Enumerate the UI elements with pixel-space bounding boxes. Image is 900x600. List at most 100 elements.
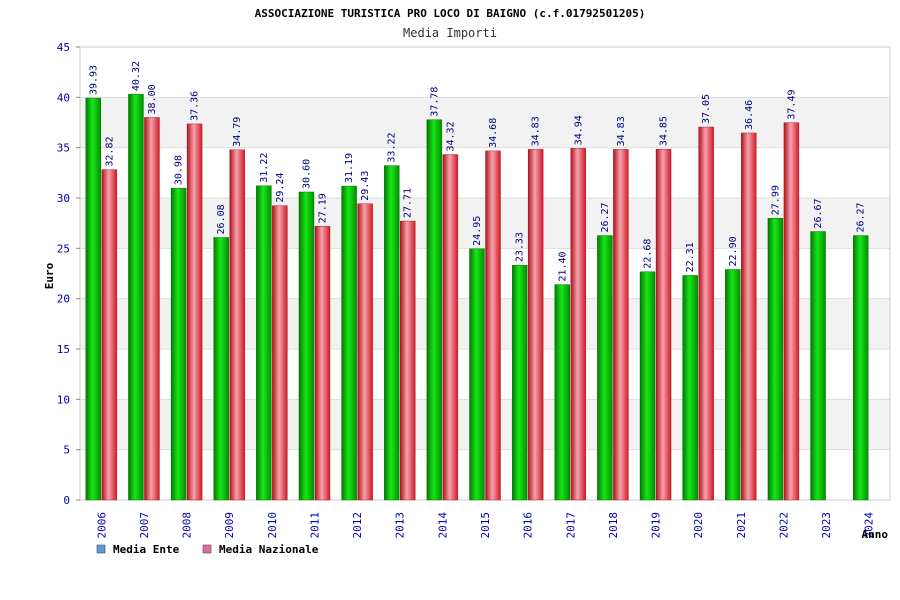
bar-media-ente-2011 bbox=[298, 191, 315, 501]
bars-layer bbox=[85, 93, 869, 501]
bar-media-nazionale-2009 bbox=[229, 149, 245, 501]
bar-media-ente-2018 bbox=[597, 235, 613, 501]
bar-media-nazionale-2017 bbox=[570, 148, 586, 501]
bar-media-nazionale-2021 bbox=[741, 132, 757, 501]
legend-label-media-ente: Media Ente bbox=[113, 543, 180, 556]
value-label: 26.08 bbox=[216, 204, 227, 234]
x-tick-label-2023: 2023 bbox=[820, 512, 833, 539]
bar-media-nazionale-2015 bbox=[485, 150, 501, 501]
x-tick-label-2006: 2006 bbox=[95, 512, 108, 539]
bar-media-nazionale-2006 bbox=[101, 169, 118, 501]
bar-media-ente-2020 bbox=[682, 275, 698, 501]
bar-media-ente-2017 bbox=[554, 284, 570, 501]
value-label: 34.85 bbox=[659, 116, 670, 146]
bar-media-ente-2016 bbox=[511, 264, 528, 501]
x-tick-label-2024: 2024 bbox=[863, 512, 876, 539]
value-label: 22.68 bbox=[643, 239, 654, 269]
bar-media-ente-2006 bbox=[85, 97, 102, 501]
value-label: 26.67 bbox=[813, 198, 824, 228]
value-label: 30.98 bbox=[174, 155, 185, 185]
value-label: 27.99 bbox=[770, 185, 781, 215]
chart-title: ASSOCIAZIONE TURISTICA PRO LOCO DI BAIGN… bbox=[255, 7, 646, 20]
value-label: 21.40 bbox=[557, 251, 568, 281]
y-tick-label: 10 bbox=[57, 393, 70, 406]
value-label: 37.05 bbox=[701, 94, 712, 124]
bar-media-ente-2024 bbox=[852, 235, 869, 501]
value-label: 37.49 bbox=[786, 89, 797, 119]
y-tick-label: 25 bbox=[57, 242, 70, 255]
x-axis-label: Anno bbox=[862, 528, 889, 541]
bar-media-ente-2022 bbox=[767, 218, 784, 501]
value-label: 29.43 bbox=[360, 171, 371, 201]
x-tick-label-2013: 2013 bbox=[394, 512, 407, 539]
x-tick-label-2008: 2008 bbox=[181, 512, 194, 539]
y-tick-label: 45 bbox=[57, 41, 70, 54]
value-label: 23.33 bbox=[515, 232, 526, 262]
value-label: 24.95 bbox=[472, 216, 483, 246]
bar-media-nazionale-2007 bbox=[144, 117, 160, 501]
legend: Media Ente Media Nazionale bbox=[96, 543, 319, 556]
value-label: 37.78 bbox=[429, 87, 440, 117]
legend-swatch-media-ente bbox=[96, 544, 106, 554]
value-label: 31.22 bbox=[259, 153, 270, 183]
y-tick-label: 15 bbox=[57, 343, 70, 356]
bar-media-nazionale-2014 bbox=[442, 154, 459, 501]
bar-media-nazionale-2012 bbox=[357, 203, 373, 501]
x-tick-label-2022: 2022 bbox=[777, 512, 790, 539]
bar-media-nazionale-2011 bbox=[314, 226, 331, 501]
bar-media-ente-2008 bbox=[170, 187, 187, 501]
bar-media-ente-2013 bbox=[384, 165, 400, 501]
bar-media-nazionale-2018 bbox=[613, 149, 629, 501]
bar-media-nazionale-2013 bbox=[400, 220, 416, 501]
bar-media-ente-2019 bbox=[639, 271, 656, 501]
y-tick-label: 30 bbox=[57, 192, 70, 205]
value-label: 31.19 bbox=[344, 153, 355, 183]
bar-media-ente-2007 bbox=[128, 93, 144, 501]
bar-media-nazionale-2010 bbox=[272, 205, 288, 501]
x-tick-label-2010: 2010 bbox=[266, 512, 279, 539]
value-labels-layer: 39.93 40.32 30.98 26.08 31.22 30.60 31.19 33.22… bbox=[88, 61, 866, 282]
bar-media-ente-2014 bbox=[426, 119, 443, 501]
x-tick-label-2012: 2012 bbox=[351, 512, 364, 539]
value-label: 34.68 bbox=[488, 118, 499, 148]
y-tick-label: 35 bbox=[57, 142, 70, 155]
bar-media-nazionale-2022 bbox=[783, 122, 800, 501]
chart-subtitle: Media Importi bbox=[403, 26, 497, 40]
x-tick-label-2020: 2020 bbox=[692, 512, 705, 539]
plot-frame bbox=[79, 46, 891, 501]
x-tick-label-2019: 2019 bbox=[650, 512, 663, 539]
y-tick-label: 20 bbox=[57, 293, 70, 306]
bar-media-ente-2009 bbox=[213, 237, 229, 501]
bar-media-ente-2010 bbox=[256, 185, 272, 501]
bar-media-nazionale-2016 bbox=[527, 149, 544, 501]
value-label: 34.83 bbox=[531, 116, 542, 146]
value-label: 29.24 bbox=[275, 173, 286, 203]
value-label: 26.27 bbox=[856, 202, 867, 232]
y-axis-ticks: 0 5 10 15 20 25 30 35 40 45 bbox=[57, 41, 80, 507]
legend-swatch-media-nazionale bbox=[202, 544, 212, 554]
bar-media-nazionale-2020 bbox=[698, 126, 714, 501]
x-tick-label-2009: 2009 bbox=[223, 512, 236, 539]
value-label: 32.82 bbox=[104, 137, 115, 167]
value-label: 39.93 bbox=[88, 65, 99, 95]
bar-media-ente-2023 bbox=[810, 231, 826, 501]
bar-media-ente-2021 bbox=[725, 269, 741, 501]
value-label: 34.94 bbox=[573, 115, 584, 145]
x-tick-label-2015: 2015 bbox=[479, 512, 492, 539]
value-label: 22.90 bbox=[728, 236, 739, 266]
x-tick-label-2011: 2011 bbox=[308, 512, 321, 539]
value-label: 36.46 bbox=[744, 100, 755, 130]
value-label: 34.79 bbox=[232, 117, 243, 147]
value-label: 40.32 bbox=[131, 61, 142, 91]
value-label: 33.22 bbox=[387, 132, 398, 162]
y-tick-label: 5 bbox=[63, 444, 70, 457]
bar-media-ente-2015 bbox=[469, 248, 485, 501]
value-label: 30.60 bbox=[301, 159, 312, 189]
bar-media-ente-2012 bbox=[341, 185, 357, 501]
x-tick-label-2018: 2018 bbox=[607, 512, 620, 539]
bar-media-nazionale-2019 bbox=[655, 148, 672, 501]
value-label: 27.71 bbox=[403, 188, 414, 218]
y-tick-label: 0 bbox=[63, 494, 70, 507]
legend-label-media-nazionale: Media Nazionale bbox=[219, 543, 319, 556]
